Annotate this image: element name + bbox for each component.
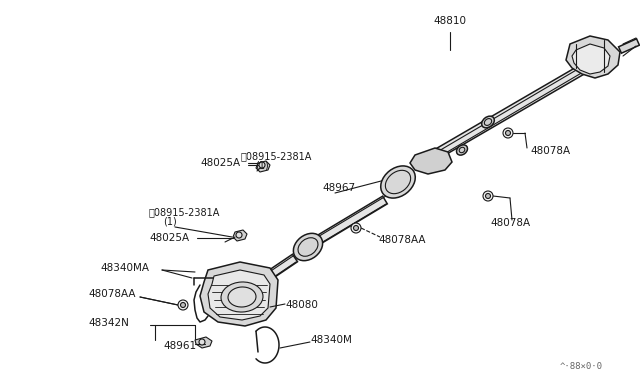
Circle shape: [483, 191, 493, 201]
Text: (1): (1): [163, 217, 177, 227]
Polygon shape: [619, 39, 639, 53]
Text: (1): (1): [255, 161, 269, 171]
Text: Ⓥ08915-2381A: Ⓥ08915-2381A: [149, 207, 220, 217]
Circle shape: [259, 162, 265, 168]
Text: 48340M: 48340M: [310, 335, 352, 345]
Text: 48967: 48967: [322, 183, 355, 193]
Text: 48810: 48810: [433, 16, 466, 26]
Ellipse shape: [381, 166, 415, 198]
Ellipse shape: [456, 145, 467, 155]
Circle shape: [351, 223, 361, 233]
Text: 48340MA: 48340MA: [100, 263, 149, 273]
Text: 48078A: 48078A: [490, 218, 530, 228]
Circle shape: [178, 300, 188, 310]
Text: 48078AA: 48078AA: [378, 235, 426, 245]
Ellipse shape: [484, 119, 492, 125]
Text: ^·88×0·0: ^·88×0·0: [560, 362, 603, 371]
Ellipse shape: [385, 170, 411, 194]
Ellipse shape: [293, 233, 323, 261]
Text: 48025A: 48025A: [149, 233, 189, 243]
Polygon shape: [572, 44, 610, 74]
Text: 48961: 48961: [163, 341, 196, 351]
Polygon shape: [256, 161, 270, 172]
Text: 48025A: 48025A: [200, 158, 240, 168]
Circle shape: [353, 225, 358, 231]
Polygon shape: [428, 58, 598, 162]
Text: 48342N: 48342N: [88, 318, 129, 328]
Circle shape: [506, 131, 511, 135]
Polygon shape: [410, 148, 452, 174]
Circle shape: [180, 302, 186, 308]
Polygon shape: [195, 337, 212, 348]
Polygon shape: [313, 196, 387, 246]
Circle shape: [236, 232, 242, 238]
Text: Ⓥ08915-2381A: Ⓥ08915-2381A: [241, 151, 312, 161]
Ellipse shape: [228, 287, 256, 307]
Ellipse shape: [482, 116, 494, 128]
Circle shape: [503, 128, 513, 138]
Polygon shape: [200, 262, 278, 326]
Ellipse shape: [459, 147, 465, 153]
Text: 48078A: 48078A: [530, 146, 570, 156]
Text: 48078AA: 48078AA: [88, 289, 136, 299]
Polygon shape: [208, 270, 270, 320]
Circle shape: [486, 193, 490, 199]
Text: 48080: 48080: [285, 300, 318, 310]
Ellipse shape: [298, 238, 318, 256]
Polygon shape: [566, 36, 620, 78]
Polygon shape: [253, 254, 298, 289]
Polygon shape: [233, 230, 247, 241]
Circle shape: [199, 339, 205, 345]
Ellipse shape: [221, 282, 263, 312]
